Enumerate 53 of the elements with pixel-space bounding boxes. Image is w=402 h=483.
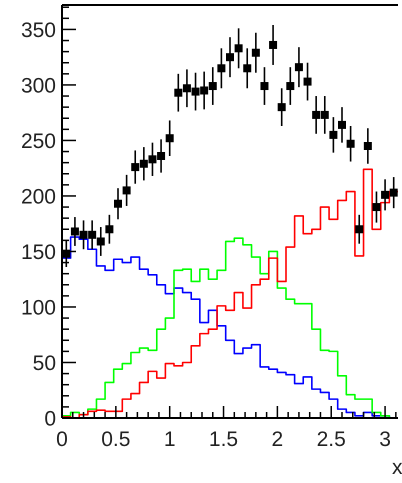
point bbox=[226, 53, 234, 62]
y-tick-label: 250 bbox=[20, 130, 56, 153]
point bbox=[294, 63, 303, 72]
x-tick-label: 0.5 bbox=[101, 428, 130, 451]
point bbox=[200, 86, 208, 94]
point bbox=[304, 78, 312, 86]
point bbox=[140, 160, 148, 168]
point bbox=[88, 230, 96, 239]
point bbox=[157, 152, 166, 160]
point bbox=[260, 82, 268, 90]
point bbox=[105, 225, 114, 234]
point bbox=[208, 82, 217, 90]
x-axis-title: x bbox=[392, 456, 402, 479]
point bbox=[312, 110, 320, 119]
point bbox=[252, 48, 260, 57]
point bbox=[329, 130, 338, 139]
point bbox=[122, 186, 131, 194]
x-tick-label: 1 bbox=[164, 428, 176, 451]
y-tick-label: 350 bbox=[20, 18, 56, 42]
point bbox=[174, 88, 182, 97]
point bbox=[131, 163, 140, 172]
point bbox=[182, 84, 191, 92]
point bbox=[372, 203, 380, 212]
point bbox=[278, 103, 286, 112]
point bbox=[286, 82, 294, 90]
y-tick-label: 150 bbox=[20, 240, 56, 264]
point bbox=[381, 190, 390, 199]
x-tick-label: 1.5 bbox=[208, 428, 238, 451]
x-tick-label: 2.5 bbox=[316, 428, 346, 451]
point bbox=[355, 225, 364, 234]
y-tick-label: 300 bbox=[20, 74, 56, 98]
point bbox=[320, 110, 329, 119]
point bbox=[148, 155, 156, 164]
x-tick-label: 3 bbox=[379, 428, 391, 451]
point bbox=[346, 140, 355, 148]
point bbox=[243, 64, 252, 72]
point bbox=[96, 237, 105, 246]
point bbox=[166, 134, 174, 142]
x-tick-label: 2 bbox=[272, 428, 284, 451]
y-tick-label: 50 bbox=[32, 352, 56, 375]
point bbox=[192, 88, 200, 96]
point bbox=[70, 227, 79, 236]
point bbox=[390, 188, 398, 197]
y-tick-label: 100 bbox=[20, 296, 56, 320]
y-tick-label: 0 bbox=[44, 407, 56, 430]
point bbox=[338, 120, 346, 129]
point bbox=[364, 142, 372, 150]
point bbox=[269, 40, 278, 49]
point bbox=[80, 230, 88, 239]
point bbox=[114, 200, 122, 208]
y-tick-label: 200 bbox=[20, 185, 56, 208]
point bbox=[217, 64, 226, 72]
point bbox=[234, 44, 243, 52]
